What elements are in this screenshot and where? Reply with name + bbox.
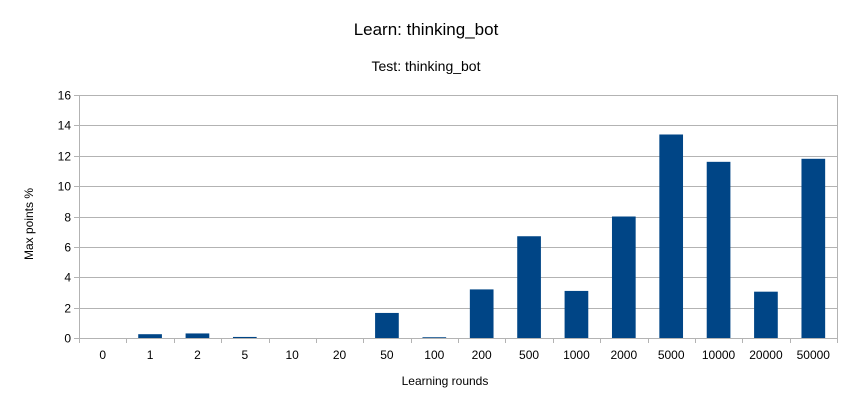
y-tick-label: 0 — [64, 332, 71, 346]
x-tick-label: 500 — [519, 348, 539, 362]
y-tick-label: 14 — [58, 119, 72, 133]
x-tick-label: 1 — [147, 348, 154, 362]
x-tick-label: 2000 — [610, 348, 637, 362]
bar-5000 — [659, 134, 684, 338]
y-tick-label: 12 — [58, 150, 72, 164]
bar-1 — [138, 334, 162, 338]
bar-2000 — [611, 216, 636, 338]
bar-2 — [185, 333, 210, 338]
bar-5 — [232, 336, 257, 338]
bar-10000 — [706, 161, 731, 338]
grid-lines — [79, 95, 837, 339]
bar-20000 — [754, 291, 778, 338]
bar-50 — [375, 312, 399, 338]
x-tick-label: 1000 — [563, 348, 590, 362]
bar-500 — [517, 236, 541, 338]
x-tick-label: 50000 — [797, 348, 831, 362]
y-tick-label: 8 — [64, 211, 71, 225]
x-tick-label: 5 — [241, 348, 248, 362]
y-tick-label: 4 — [64, 271, 71, 285]
y-tick-label: 2 — [64, 302, 71, 316]
bar-1000 — [564, 290, 589, 338]
bar-200 — [469, 289, 494, 338]
bars — [138, 134, 826, 338]
x-tick-labels: 0 1 2 5 10 20 50 100 200 500 1000 2000 5000 10000 2000… — [99, 348, 830, 362]
chart-subtitle: Test: thinking_bot — [372, 58, 481, 74]
y-tick-label: 16 — [58, 89, 72, 103]
x-tick-label: 10000 — [702, 348, 736, 362]
y-tick-labels: 0 2 4 6 8 10 12 14 16 — [58, 89, 72, 346]
y-axis-label: Max points % — [22, 188, 36, 260]
x-tick-label: 50 — [380, 348, 394, 362]
axes — [74, 95, 838, 343]
x-axis-label: Learning rounds — [402, 374, 489, 388]
y-tick-label: 10 — [58, 180, 72, 194]
x-tick-label: 100 — [424, 348, 444, 362]
x-tick-label: 200 — [472, 348, 492, 362]
x-tick-label: 0 — [99, 348, 106, 362]
x-tick-label: 20 — [333, 348, 347, 362]
x-tick-label: 2 — [194, 348, 201, 362]
x-tick-label: 20000 — [749, 348, 783, 362]
chart-title: Learn: thinking_bot — [354, 20, 499, 39]
x-tick-label: 5000 — [658, 348, 685, 362]
y-tick-label: 6 — [64, 241, 71, 255]
x-tick-label: 10 — [286, 348, 300, 362]
bar-50000 — [801, 158, 826, 338]
bar-100 — [422, 337, 447, 338]
